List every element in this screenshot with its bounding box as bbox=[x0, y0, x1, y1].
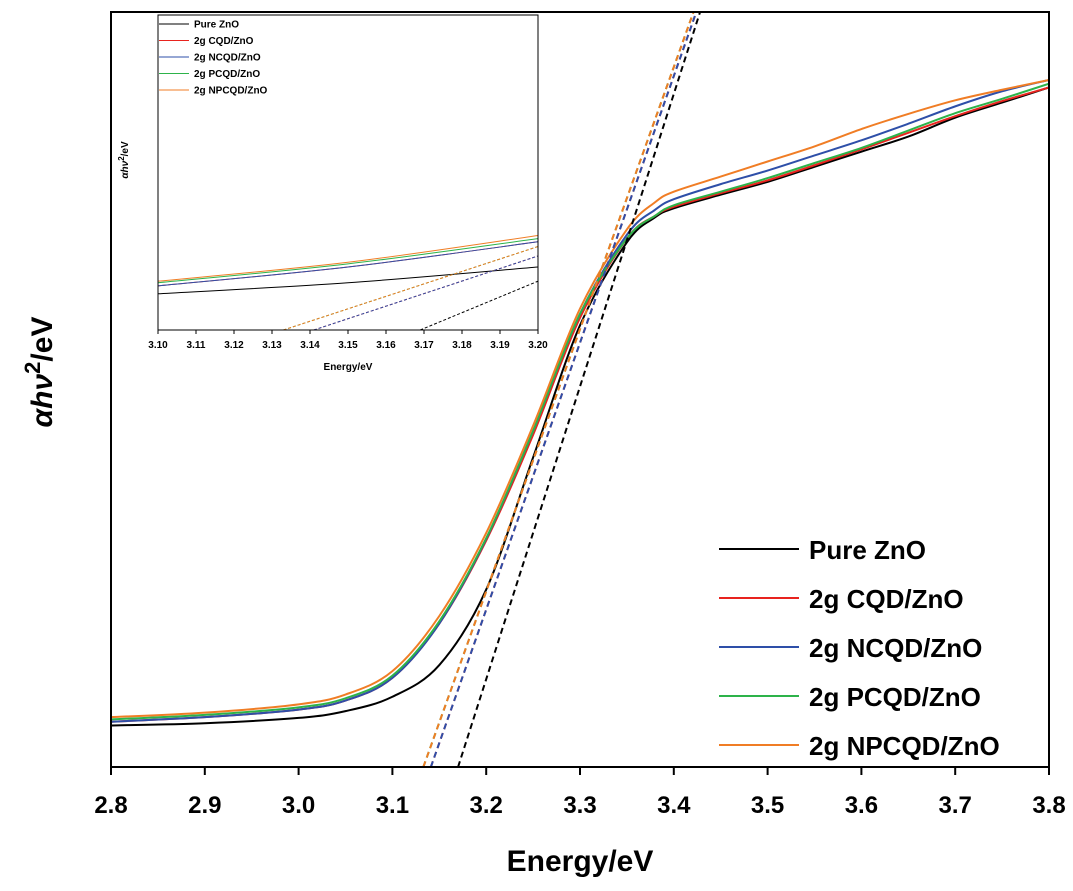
inset-x-tick-label: 3.17 bbox=[414, 340, 434, 351]
main-tangent-lines bbox=[422, 12, 702, 767]
inset-x-ticks: 3.10 3.11 3.12 3.13 3.14 3.15 3.16 3.17 3.18 3.19… bbox=[148, 330, 548, 351]
main-series-lines bbox=[111, 78, 1049, 727]
inset-legend-label: Pure ZnO bbox=[194, 20, 239, 31]
main-series-line bbox=[111, 78, 1049, 723]
main-x-tick-label: 3.8 bbox=[1032, 792, 1065, 819]
inset-legend: Pure ZnO 2g CQD/ZnO 2g NCQD/ZnO 2g PCQD/ZnO… bbox=[159, 20, 268, 97]
inset-series-lines bbox=[158, 235, 538, 295]
main-y-axis-title: αhν2/eV bbox=[20, 317, 60, 428]
inset-background bbox=[158, 15, 538, 330]
main-x-ticks: 2.8 2.9 3.0 3.1 3.2 3.3 3.4 3.5 3.6 3.7 3.8 bbox=[94, 767, 1066, 819]
main-legend-label: 2g CQD/ZnO bbox=[809, 584, 964, 614]
main-legend-label: Pure ZnO bbox=[809, 535, 926, 565]
main-legend-label: 2g NPCQD/ZnO bbox=[809, 731, 1000, 761]
inset-y-axis-title: αhν2/eV bbox=[117, 141, 132, 179]
main-x-axis-title: Energy/eV bbox=[507, 845, 654, 878]
main-x-tick-label: 3.1 bbox=[376, 792, 409, 819]
main-x-tick-label: 3.7 bbox=[939, 792, 972, 819]
inset-tangent-lines bbox=[283, 246, 538, 330]
main-tangent-line bbox=[457, 12, 702, 767]
main-legend-label: 2g NCQD/ZnO bbox=[809, 633, 982, 663]
main-x-tick-label: 3.5 bbox=[751, 792, 784, 819]
inset-x-tick-label: 3.19 bbox=[490, 340, 510, 351]
inset-legend-label: 2g PCQD/ZnO bbox=[194, 69, 260, 80]
inset-tangent-line bbox=[313, 255, 538, 330]
main-plot: 2.8 2.9 3.0 3.1 3.2 3.3 3.4 3.5 3.6 3.7 3.8 Energy… bbox=[20, 11, 1066, 878]
main-y-axis-title-exponent: 2 bbox=[20, 362, 45, 374]
main-x-tick-label: 3.4 bbox=[657, 792, 691, 819]
inset-tangent-line bbox=[420, 280, 538, 330]
main-tangent-line bbox=[429, 12, 698, 767]
inset-x-tick-label: 3.16 bbox=[376, 340, 396, 351]
inset-y-axis-title-unit: /eV bbox=[120, 141, 131, 156]
main-series-line bbox=[111, 78, 1049, 719]
inset-series-line bbox=[158, 238, 538, 284]
main-x-tick-label: 3.3 bbox=[563, 792, 596, 819]
main-tangent-line bbox=[422, 12, 695, 767]
inset-series-line bbox=[158, 266, 538, 295]
inset-y-axis-title-base: αhν bbox=[120, 160, 131, 178]
inset-x-tick-label: 3.15 bbox=[338, 340, 358, 351]
inset-x-tick-label: 3.12 bbox=[224, 340, 244, 351]
inset-series-line bbox=[158, 235, 538, 282]
main-legend-label: 2g PCQD/ZnO bbox=[809, 682, 981, 712]
inset-x-tick-label: 3.10 bbox=[148, 340, 168, 351]
main-x-tick-label: 3.0 bbox=[282, 792, 315, 819]
inset-x-tick-label: 3.13 bbox=[262, 340, 282, 351]
inset-legend-label: 2g CQD/ZnO bbox=[194, 36, 254, 47]
inset-x-tick-label: 3.18 bbox=[452, 340, 472, 351]
main-series-line bbox=[111, 86, 1049, 727]
main-series-line bbox=[111, 82, 1049, 721]
inset-series-line bbox=[158, 241, 538, 287]
main-x-tick-label: 3.6 bbox=[845, 792, 878, 819]
main-y-axis-title-base: αhν bbox=[26, 374, 59, 428]
inset-plot: 3.10 3.11 3.12 3.13 3.14 3.15 3.16 3.17 3.18 3.19… bbox=[117, 14, 548, 373]
main-x-tick-label: 2.9 bbox=[188, 792, 221, 819]
inset-y-axis-title-exponent: 2 bbox=[117, 156, 126, 161]
inset-x-tick-label: 3.20 bbox=[528, 340, 548, 351]
main-y-axis-title-unit: /eV bbox=[26, 317, 59, 362]
main-legend: Pure ZnO 2g CQD/ZnO 2g NCQD/ZnO 2g PCQD/ZnO… bbox=[719, 535, 1000, 761]
main-x-tick-label: 3.2 bbox=[470, 792, 503, 819]
inset-x-tick-label: 3.11 bbox=[187, 340, 206, 351]
main-x-tick-label: 2.8 bbox=[94, 792, 127, 819]
inset-x-tick-label: 3.14 bbox=[300, 340, 320, 351]
inset-x-axis-title: Energy/eV bbox=[324, 362, 373, 373]
inset-legend-label: 2g NCQD/ZnO bbox=[194, 53, 261, 64]
inset-legend-label: 2g NPCQD/ZnO bbox=[194, 86, 268, 97]
